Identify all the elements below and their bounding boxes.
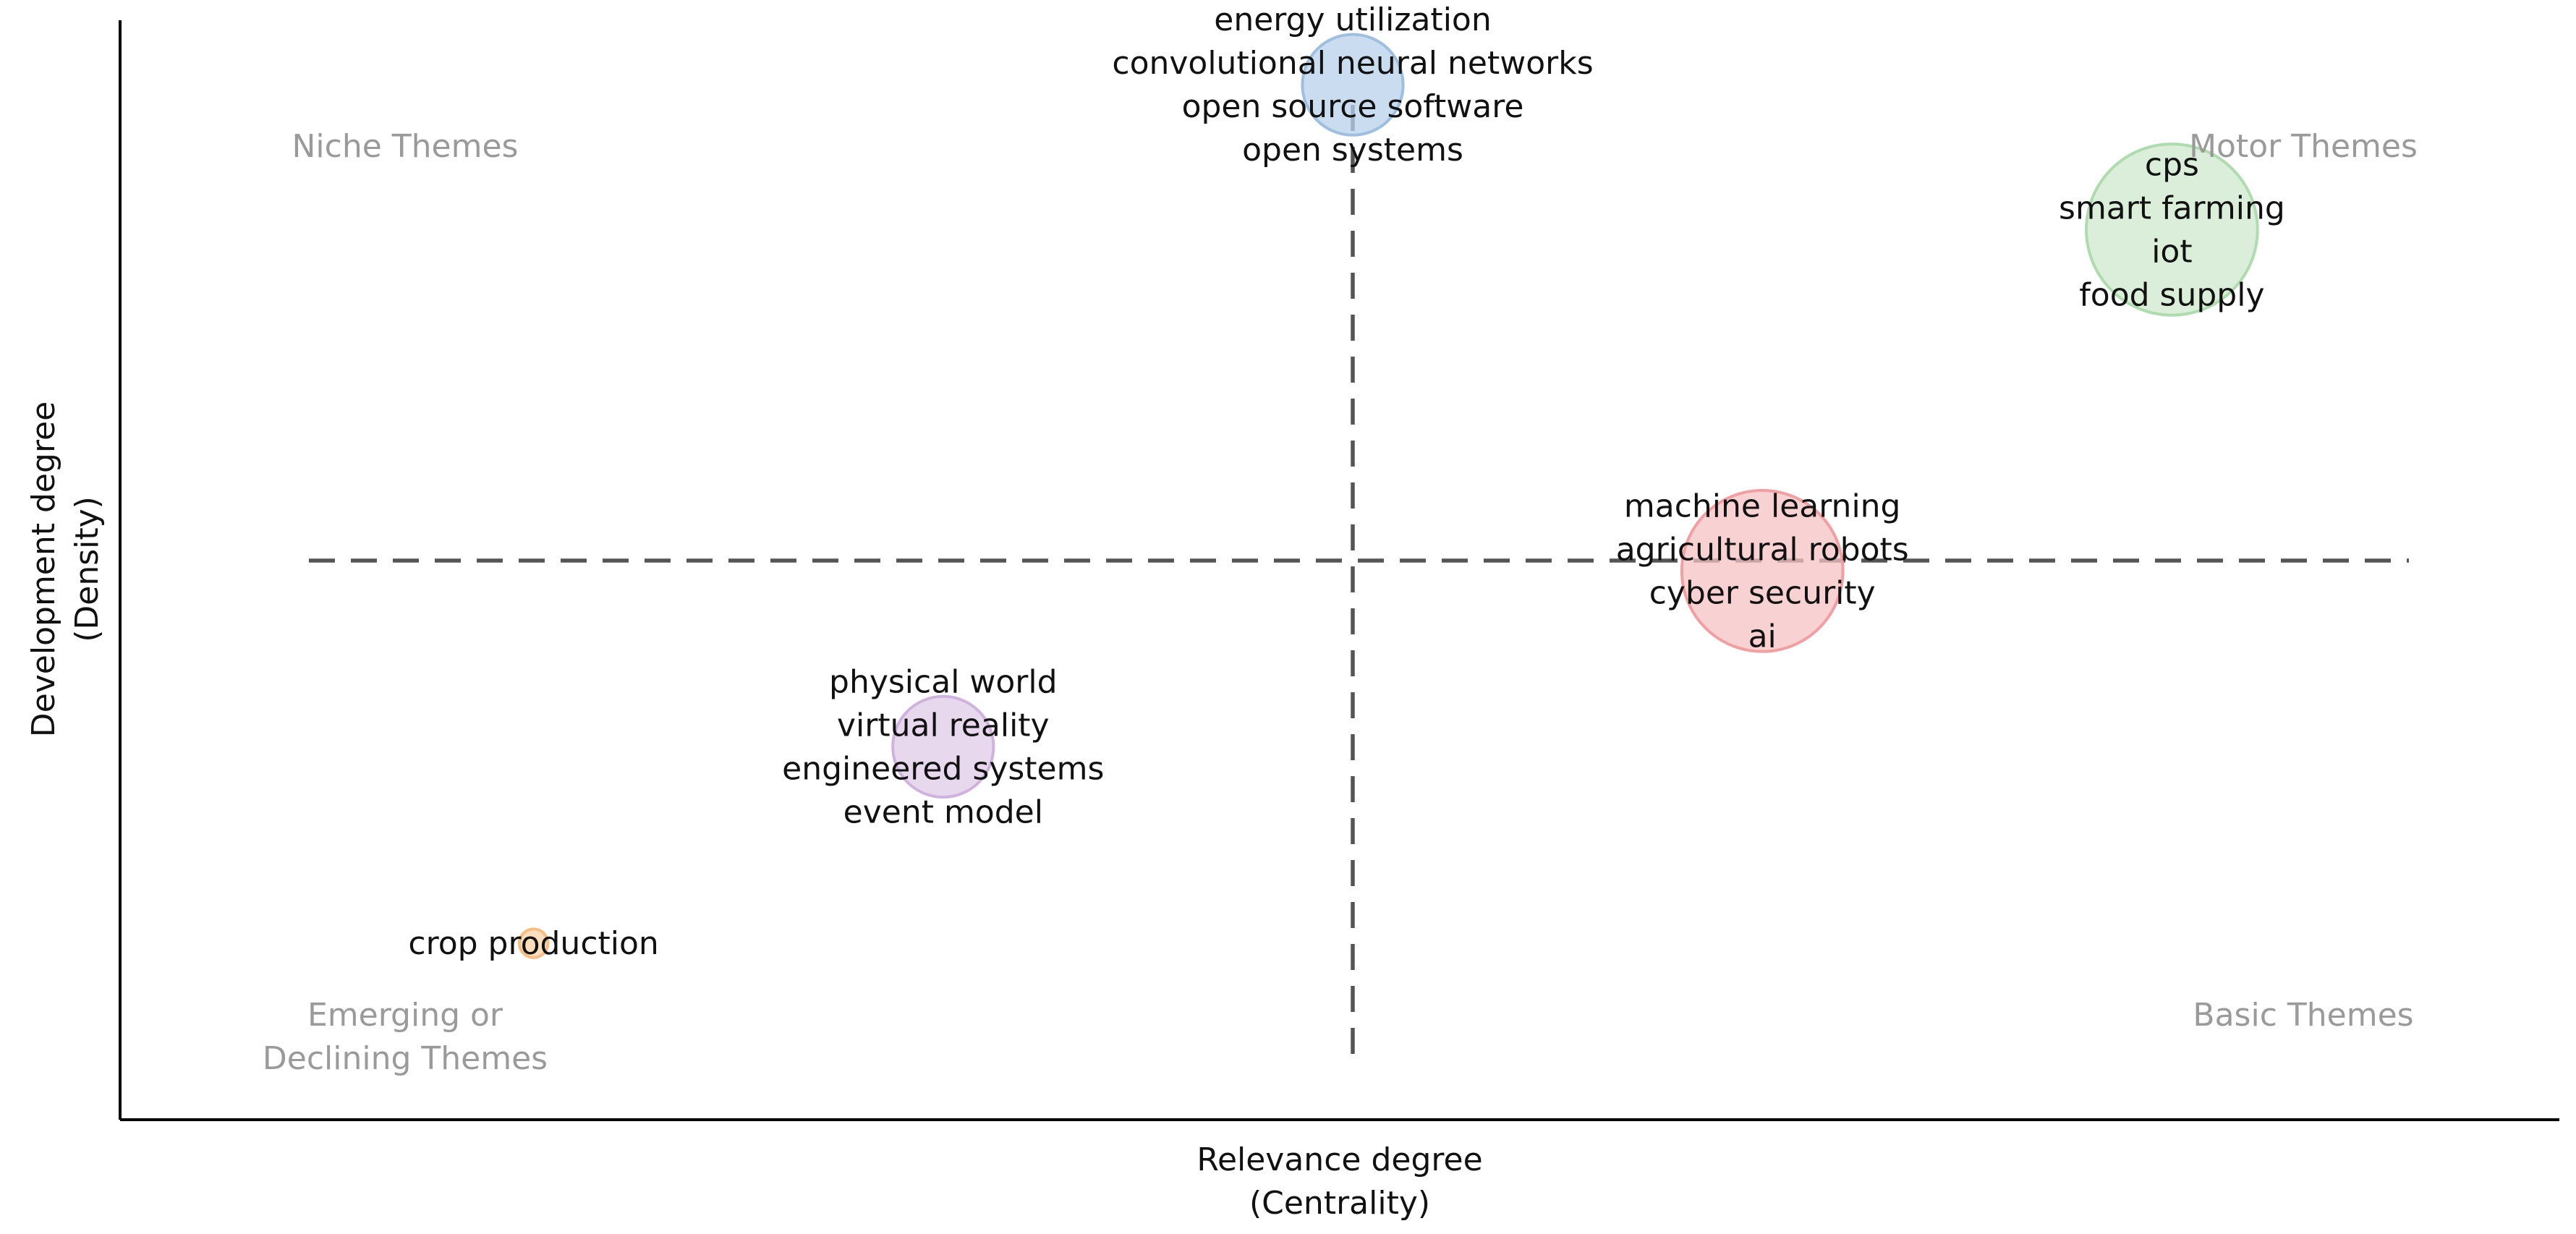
bubble-point	[2085, 142, 2259, 317]
bubble-label: cps smart farming iot food supply	[2059, 146, 2285, 313]
y-axis-title-line: Development degree	[25, 401, 62, 737]
bubble-label-line: convolutional neural networks	[1112, 45, 1593, 82]
bubble-label-line: engineered systems	[782, 750, 1104, 787]
bubble-labels-layer: energy utilization convolutional neural n…	[408, 1, 2284, 962]
bubble-label-line: event model	[843, 793, 1043, 830]
quadrant-label-motor-line: Motor Themes	[2189, 128, 2418, 165]
bubble-label-line: energy utilization	[1214, 1, 1491, 38]
bubble-point	[891, 694, 995, 799]
y-axis-title: Development degree (Density)	[25, 401, 106, 737]
bubble-label-line: virtual reality	[837, 707, 1050, 744]
bubble-label-line: agricultural robots	[1616, 531, 1909, 568]
quadrant-label-emerging-line: Emerging or	[307, 997, 503, 1034]
quadrant-divider-lines	[309, 105, 2409, 1063]
bubble-label-line: open source software	[1182, 88, 1524, 125]
bubble-label-line: crop production	[408, 925, 658, 962]
bubble-label-line: physical world	[829, 663, 1058, 700]
bubbles-layer	[517, 33, 2259, 959]
bubble-label: physical world virtual reality engineered …	[782, 663, 1104, 830]
quadrant-label-emerging-line: Declining Themes	[263, 1040, 548, 1077]
bubble-label-line: cps	[2145, 146, 2199, 183]
axes-layer: Relevance degree (Centrality) Development …	[25, 20, 2559, 1222]
y-axis-title-group: Development degree (Density)	[25, 401, 106, 737]
bubble-point	[1680, 488, 1845, 653]
bubble-point	[1301, 33, 1405, 137]
bubble-label-line: machine learning	[1624, 488, 1901, 524]
y-axis-title-line: (Density)	[69, 496, 106, 642]
bubble-label-line: smart farming	[2059, 190, 2285, 226]
bubble-label: crop production	[408, 925, 658, 962]
bubble-label-line: open systems	[1242, 132, 1463, 169]
x-axis-title-line: Relevance degree	[1196, 1141, 1482, 1178]
quadrant-label-basic-line: Basic Themes	[2193, 997, 2413, 1034]
bubble-label: machine learning agricultural robots cyber…	[1616, 488, 1909, 655]
quadrant-label-emerging: Emerging or Declining Themes	[263, 997, 548, 1077]
quadrant-label-basic: Basic Themes	[2193, 997, 2413, 1034]
quadrant-label-niche-line: Niche Themes	[292, 128, 519, 165]
quadrant-label-niche: Niche Themes	[292, 128, 519, 165]
bubble-point	[517, 927, 550, 959]
bubble-label-line: cyber security	[1649, 574, 1876, 611]
bubble-label-line: food supply	[2079, 276, 2264, 313]
bubble-label-line: iot	[2151, 233, 2192, 270]
bubble-label: energy utilization convolutional neural n…	[1112, 1, 1593, 169]
quadrant-labels-layer: Niche Themes Motor Themes Emerging or Decli…	[263, 128, 2418, 1077]
quadrant-label-motor: Motor Themes	[2189, 128, 2418, 165]
x-axis-title: Relevance degree (Centrality)	[1196, 1141, 1482, 1222]
bubble-label-line: ai	[1748, 618, 1777, 655]
x-axis-title-line: (Centrality)	[1249, 1185, 1430, 1222]
